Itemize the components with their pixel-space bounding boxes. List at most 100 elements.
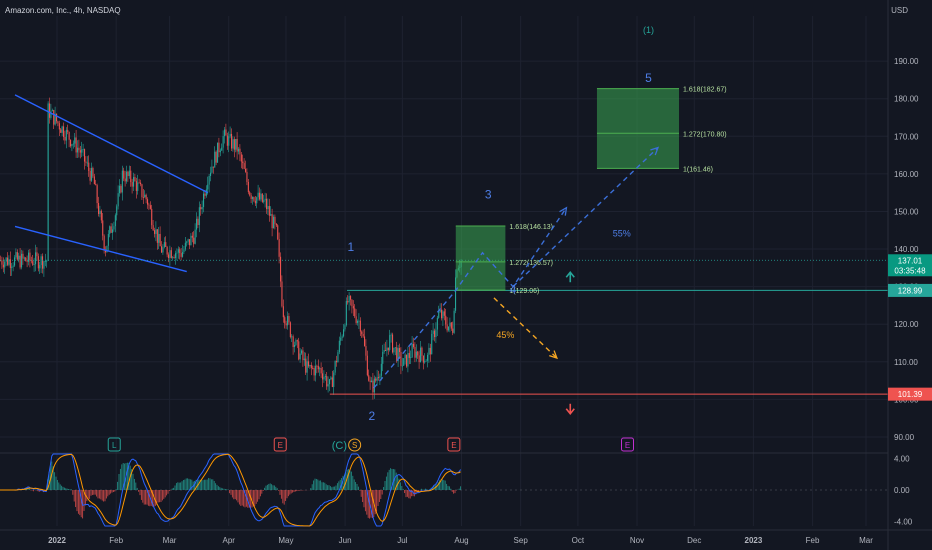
candle	[186, 241, 188, 243]
candle	[348, 296, 350, 303]
candle	[406, 354, 408, 367]
candle	[26, 261, 28, 262]
candle	[379, 375, 381, 378]
support-price-label: 101.39	[898, 390, 923, 399]
fib-level-label: 1.272(170.80)	[683, 131, 727, 138]
chart-grid	[0, 16, 888, 526]
candle	[58, 123, 60, 130]
fib-level-label: 1.272(136.57)	[509, 260, 553, 267]
candle	[312, 367, 314, 369]
candle	[418, 355, 420, 363]
candle	[218, 142, 220, 153]
candle	[239, 148, 241, 155]
candle	[70, 139, 72, 147]
candle	[39, 265, 41, 269]
candle	[333, 372, 335, 387]
candle	[154, 230, 156, 234]
candle	[334, 361, 336, 373]
time-tick-label: Oct	[572, 536, 585, 545]
time-tick-label: Feb	[806, 536, 820, 545]
candle	[163, 242, 165, 248]
candle	[179, 249, 181, 254]
wave-label: 4	[510, 282, 517, 296]
price-pane: 1.618(146.13) 1.272(136.57) 1(129.06) 1.618…	[0, 25, 888, 452]
candle	[25, 257, 27, 262]
candle	[212, 166, 214, 168]
candle	[214, 151, 216, 168]
candle	[198, 207, 200, 225]
candle	[310, 365, 312, 368]
candle	[275, 223, 277, 226]
candle	[313, 368, 315, 376]
candle	[393, 347, 395, 353]
candle	[127, 171, 129, 177]
candle	[53, 110, 55, 125]
candle	[281, 281, 283, 307]
candle	[250, 195, 252, 199]
candle	[225, 129, 227, 136]
candle	[446, 324, 448, 331]
candle	[99, 210, 101, 214]
candle	[184, 242, 186, 250]
candle	[222, 136, 224, 148]
candle	[431, 333, 433, 355]
candle	[271, 214, 273, 229]
candle	[435, 329, 437, 338]
candle	[411, 343, 413, 358]
candle	[16, 252, 18, 260]
candle	[142, 197, 144, 198]
signal-arrow-down	[565, 403, 575, 416]
candle	[23, 257, 25, 259]
candle	[344, 325, 346, 330]
oscillator-pane	[0, 453, 888, 527]
candle	[359, 320, 361, 332]
candle	[224, 129, 226, 137]
price-tick-label: 180.00	[894, 95, 919, 104]
candle	[63, 126, 65, 137]
candle	[337, 352, 339, 363]
candle	[165, 242, 167, 247]
candle	[401, 365, 403, 367]
candle	[358, 320, 360, 322]
candle	[210, 172, 212, 176]
candle	[420, 347, 422, 363]
candle	[89, 170, 91, 181]
candle	[155, 229, 157, 234]
candle	[113, 226, 115, 230]
candle	[81, 149, 83, 153]
wave-label: 3	[485, 187, 492, 201]
candle	[287, 316, 289, 326]
candle	[292, 336, 294, 347]
candle	[35, 252, 37, 265]
candle	[88, 162, 90, 171]
candle	[196, 218, 198, 230]
candle	[200, 207, 202, 210]
candle	[343, 329, 345, 337]
candle	[257, 192, 259, 198]
candle	[28, 252, 30, 262]
candle	[5, 257, 7, 262]
wave-label: 1	[347, 240, 354, 254]
candle	[12, 265, 14, 267]
projection-arrowhead	[549, 350, 558, 360]
candle	[247, 181, 249, 193]
candle	[355, 316, 357, 323]
candle	[121, 170, 123, 193]
candle	[442, 311, 444, 319]
candle	[137, 182, 139, 191]
candle	[243, 163, 245, 169]
candle	[253, 197, 255, 201]
candle	[36, 252, 38, 257]
candle	[46, 260, 48, 262]
candle	[240, 154, 242, 162]
candle	[75, 137, 77, 153]
candle	[324, 376, 326, 378]
candle	[207, 184, 209, 190]
candle	[315, 365, 317, 376]
wave-label: 45%	[496, 330, 514, 340]
event-marker	[273, 437, 287, 452]
candle	[65, 129, 67, 141]
candle	[268, 206, 270, 216]
trendline	[14, 225, 187, 273]
